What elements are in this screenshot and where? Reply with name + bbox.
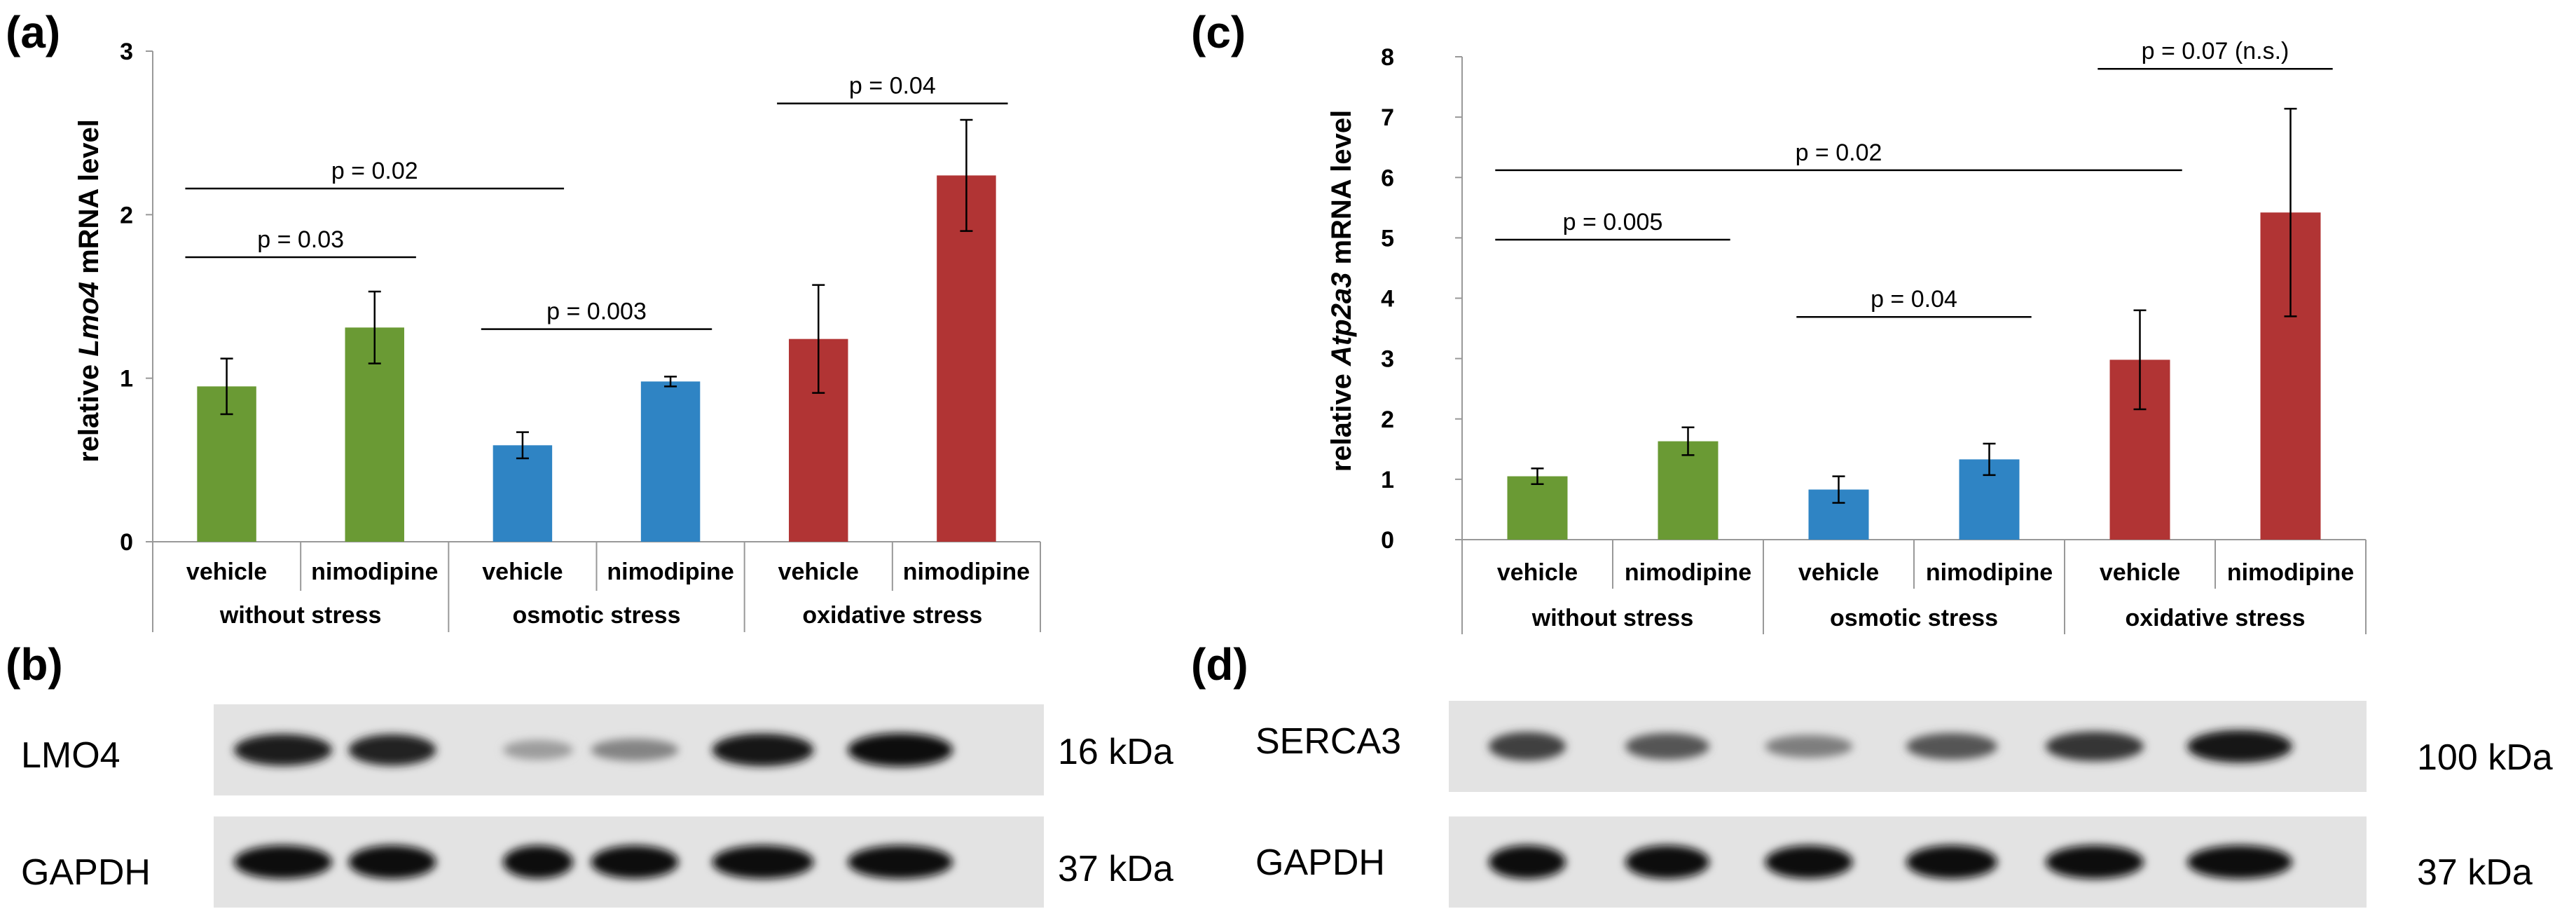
protein-label: SERCA3	[1255, 721, 1401, 762]
y-tick-label: 0	[1381, 527, 1394, 554]
blot-band	[234, 734, 332, 766]
p-value-label: p = 0.03	[257, 226, 344, 253]
y-tick-label: 2	[120, 202, 133, 228]
bar	[937, 175, 996, 542]
blot-band	[2046, 731, 2144, 762]
molecular-weight-label: 37 kDa	[2417, 852, 2533, 893]
blot-band	[848, 733, 953, 767]
western-blot-b: LMO4 16 kDa GAPDH 37 kDa	[21, 704, 1173, 908]
molecular-weight-label: 37 kDa	[1058, 849, 1173, 889]
category-label: vehicle	[778, 559, 859, 585]
blot-band	[591, 845, 679, 879]
protein-label: GAPDH	[21, 852, 151, 893]
blot-band	[348, 845, 436, 879]
p-value-label: p = 0.07 (n.s.)	[2142, 38, 2289, 64]
p-value-label: p = 0.003	[546, 299, 647, 325]
blot-band	[848, 845, 953, 879]
blot-band	[712, 845, 814, 879]
group-label: osmotic stress	[513, 602, 681, 629]
category-label: nimodipine	[903, 559, 1030, 585]
y-tick-label: 1	[120, 366, 133, 392]
blot-band	[2046, 845, 2144, 879]
molecular-weight-label: 100 kDa	[2417, 737, 2553, 778]
y-tick-label: 3	[1381, 346, 1394, 373]
protein-label: LMO4	[21, 735, 120, 776]
y-tick-label: 0	[120, 529, 133, 556]
protein-label: GAPDH	[1255, 842, 1385, 883]
panel-label-b: (b)	[6, 639, 63, 690]
blot-band	[2187, 730, 2292, 763]
category-label: vehicle	[186, 559, 267, 585]
y-tick-label: 4	[1381, 286, 1394, 313]
chart-c: 0 1 2 3 4 5 6 7 8 relative Atp2a3 mRNA level vehic…	[1326, 38, 2367, 634]
blot-band	[1906, 732, 1997, 760]
group-label: without stress	[219, 602, 381, 629]
p-value-label: p = 0.04	[1871, 286, 1957, 313]
panel-label-a: (a)	[6, 7, 60, 57]
blot-band	[1489, 732, 1566, 761]
blot-band	[503, 739, 573, 760]
y-tick-label: 3	[120, 39, 133, 65]
blot-band	[234, 845, 332, 879]
western-blot-d: SERCA3 100 kDa GAPDH 37 kDa	[1255, 701, 2553, 908]
blot-band	[591, 739, 679, 761]
bar	[1658, 441, 1719, 540]
bar	[640, 381, 701, 542]
blot-band	[1625, 732, 1709, 760]
molecular-weight-label: 16 kDa	[1058, 732, 1173, 772]
blot-band	[1765, 734, 1853, 758]
p-value-label: p = 0.02	[1796, 139, 1882, 166]
group-label: osmotic stress	[1830, 605, 1998, 631]
group-label: oxidative stress	[2125, 605, 2305, 631]
category-label: vehicle	[482, 559, 563, 585]
y-axis-label: relative Lmo4 mRNA level	[74, 119, 104, 463]
y-tick-label: 2	[1381, 406, 1394, 433]
group-label: without stress	[1531, 605, 1693, 631]
category-label: vehicle	[1798, 559, 1879, 586]
category-label: nimodipine	[2227, 559, 2354, 586]
category-label: nimodipine	[1926, 559, 2053, 586]
category-label: vehicle	[1497, 559, 1578, 586]
p-value-label: p = 0.02	[331, 158, 418, 184]
blot-band	[1765, 845, 1853, 879]
y-tick-label: 8	[1381, 44, 1394, 71]
blot-band	[503, 845, 573, 879]
category-label: vehicle	[2100, 559, 2180, 586]
category-label: nimodipine	[311, 559, 438, 585]
y-tick-label: 5	[1381, 225, 1394, 252]
group-label: oxidative stress	[802, 602, 982, 629]
blot-band	[1489, 845, 1566, 879]
panel-label-d: (d)	[1191, 639, 1248, 690]
y-tick-label: 1	[1381, 467, 1394, 493]
panel-label-c: (c)	[1191, 7, 1246, 57]
y-tick-label: 6	[1381, 165, 1394, 191]
bar	[493, 445, 553, 542]
bar	[1507, 476, 1568, 540]
blot-band	[348, 734, 436, 766]
category-label: nimodipine	[1625, 559, 1751, 586]
p-value-label: p = 0.04	[849, 73, 936, 100]
blot-band	[1625, 845, 1709, 879]
p-value-label: p = 0.005	[1563, 209, 1663, 235]
blot-band	[712, 733, 814, 767]
category-label: nimodipine	[607, 559, 733, 585]
y-axis-label: relative Atp2a3 mRNA level	[1326, 110, 1357, 472]
blot-band	[2187, 845, 2292, 879]
chart-a: 0 1 2 3 relative Lmo4 mRNA level vehicle nimod…	[74, 39, 1041, 632]
blot-band	[1906, 845, 1997, 879]
y-tick-label: 7	[1381, 104, 1394, 131]
